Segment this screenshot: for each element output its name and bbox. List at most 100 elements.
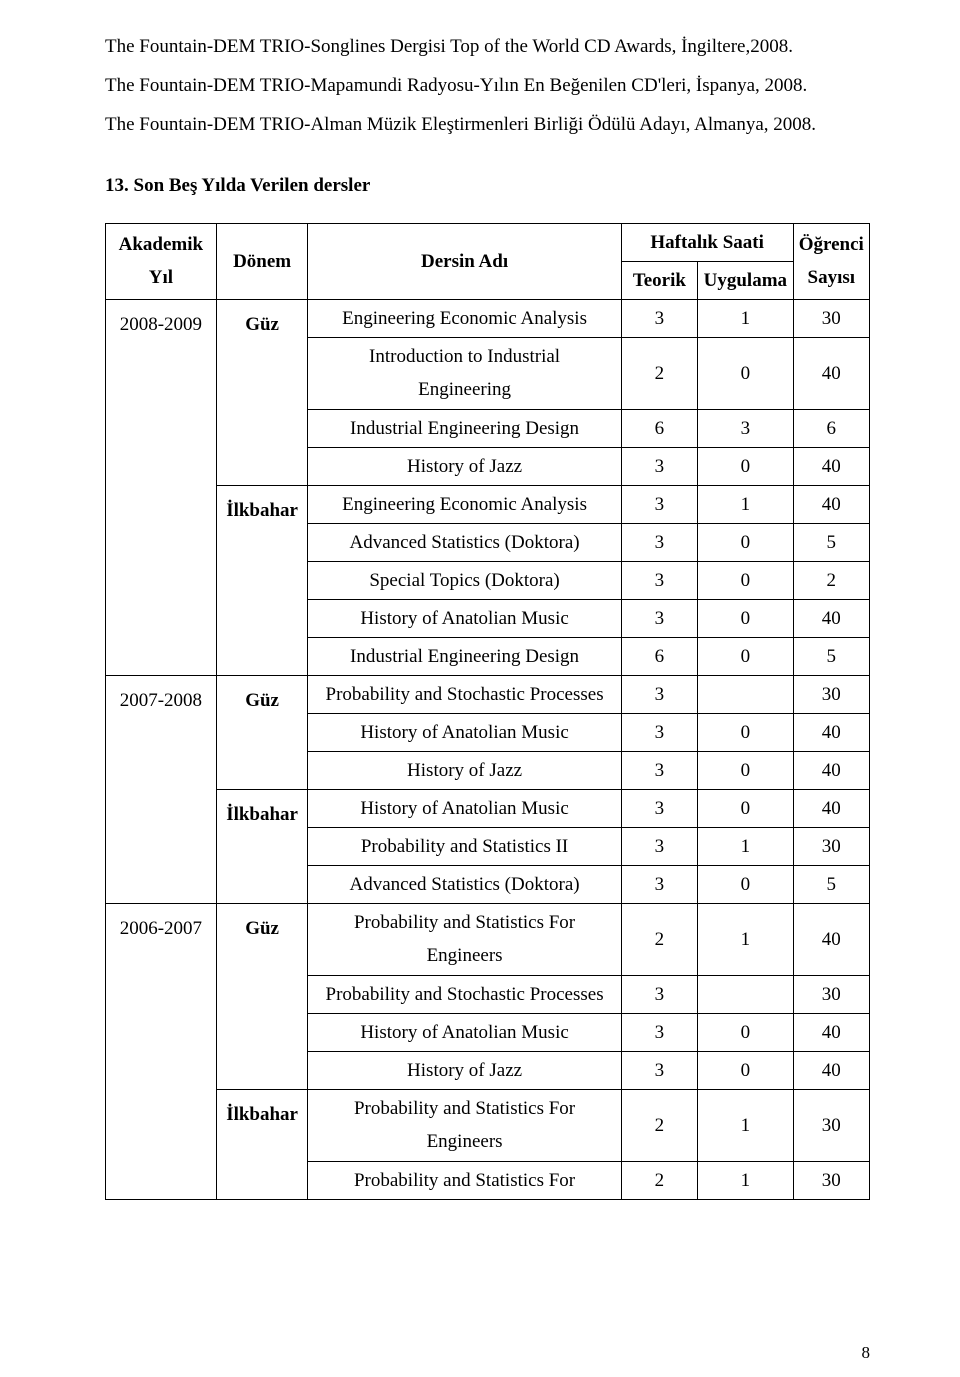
cell-course: Probability and Stochastic Processes bbox=[308, 976, 621, 1014]
section-title: 13. Son Beş Yılda Verilen dersler bbox=[105, 175, 870, 197]
cell-students: 30 bbox=[793, 1161, 869, 1199]
cell-students: 30 bbox=[793, 300, 869, 338]
cell-uygulama: 1 bbox=[698, 828, 794, 866]
cell-term: İlkbahar bbox=[216, 1090, 308, 1200]
header-year: AkademikYıl bbox=[106, 224, 217, 300]
cell-teorik: 3 bbox=[621, 562, 697, 600]
courses-table: AkademikYıl Dönem Dersin Adı Haftalık Sa… bbox=[105, 223, 870, 1200]
cell-teorik: 3 bbox=[621, 714, 697, 752]
cell-teorik: 3 bbox=[621, 676, 697, 714]
cell-uygulama: 0 bbox=[698, 1052, 794, 1090]
cell-teorik: 3 bbox=[621, 524, 697, 562]
cell-term: İlkbahar bbox=[216, 485, 308, 675]
cell-students: 40 bbox=[793, 1014, 869, 1052]
header-course: Dersin Adı bbox=[308, 224, 621, 300]
header-uygulama: Uygulama bbox=[698, 262, 794, 300]
page-number: 8 bbox=[862, 1343, 871, 1363]
cell-course: Probability and Statistics ForEngineers bbox=[308, 904, 621, 976]
cell-students: 40 bbox=[793, 904, 869, 976]
cell-course: History of Anatolian Music bbox=[308, 600, 621, 638]
cell-students: 5 bbox=[793, 524, 869, 562]
cell-uygulama bbox=[698, 976, 794, 1014]
cell-course: Introduction to IndustrialEngineering bbox=[308, 338, 621, 410]
cell-term: Güz bbox=[216, 676, 308, 790]
paragraph: The Fountain-DEM TRIO-Songlines Dergisi … bbox=[105, 28, 870, 65]
cell-students: 5 bbox=[793, 638, 869, 676]
table-head: AkademikYıl Dönem Dersin Adı Haftalık Sa… bbox=[106, 224, 870, 300]
header-teorik: Teorik bbox=[621, 262, 697, 300]
cell-year: 2008-2009 bbox=[106, 300, 217, 676]
cell-students: 40 bbox=[793, 485, 869, 523]
cell-students: 40 bbox=[793, 714, 869, 752]
cell-students: 6 bbox=[793, 409, 869, 447]
cell-course: Engineering Economic Analysis bbox=[308, 300, 621, 338]
cell-uygulama: 0 bbox=[698, 562, 794, 600]
cell-teorik: 3 bbox=[621, 300, 697, 338]
cell-teorik: 2 bbox=[621, 904, 697, 976]
cell-course: Advanced Statistics (Doktora) bbox=[308, 866, 621, 904]
cell-uygulama: 0 bbox=[698, 600, 794, 638]
header-term: Dönem bbox=[216, 224, 308, 300]
cell-uygulama: 0 bbox=[698, 714, 794, 752]
cell-teorik: 6 bbox=[621, 409, 697, 447]
cell-course: History of Anatolian Music bbox=[308, 790, 621, 828]
cell-students: 5 bbox=[793, 866, 869, 904]
cell-students: 30 bbox=[793, 676, 869, 714]
cell-teorik: 3 bbox=[621, 866, 697, 904]
cell-uygulama: 0 bbox=[698, 524, 794, 562]
cell-uygulama bbox=[698, 676, 794, 714]
cell-uygulama: 1 bbox=[698, 904, 794, 976]
cell-teorik: 3 bbox=[621, 752, 697, 790]
cell-course: History of Jazz bbox=[308, 1052, 621, 1090]
header-row-1: AkademikYıl Dönem Dersin Adı Haftalık Sa… bbox=[106, 224, 870, 262]
cell-course: Probability and Statistics For bbox=[308, 1161, 621, 1199]
cell-uygulama: 3 bbox=[698, 409, 794, 447]
cell-students: 40 bbox=[793, 600, 869, 638]
cell-term: Güz bbox=[216, 300, 308, 486]
cell-course: Probability and Statistics II bbox=[308, 828, 621, 866]
cell-course: Industrial Engineering Design bbox=[308, 638, 621, 676]
cell-students: 2 bbox=[793, 562, 869, 600]
cell-teorik: 6 bbox=[621, 638, 697, 676]
table-row: İlkbaharEngineering Economic Analysis314… bbox=[106, 485, 870, 523]
cell-students: 30 bbox=[793, 828, 869, 866]
cell-year: 2006-2007 bbox=[106, 904, 217, 1199]
cell-course: History of Jazz bbox=[308, 447, 621, 485]
cell-uygulama: 0 bbox=[698, 638, 794, 676]
cell-uygulama: 0 bbox=[698, 752, 794, 790]
cell-teorik: 3 bbox=[621, 447, 697, 485]
cell-students: 40 bbox=[793, 752, 869, 790]
cell-course: History of Anatolian Music bbox=[308, 714, 621, 752]
cell-teorik: 2 bbox=[621, 1161, 697, 1199]
paragraph: The Fountain-DEM TRIO-Mapamundi Radyosu-… bbox=[105, 67, 870, 104]
cell-uygulama: 0 bbox=[698, 338, 794, 410]
cell-students: 40 bbox=[793, 1052, 869, 1090]
table-row: İlkbaharHistory of Anatolian Music3040 bbox=[106, 790, 870, 828]
paragraph: The Fountain-DEM TRIO-Alman Müzik Eleşti… bbox=[105, 106, 870, 143]
cell-teorik: 3 bbox=[621, 1052, 697, 1090]
table-row: İlkbaharProbability and Statistics ForEn… bbox=[106, 1090, 870, 1162]
cell-course: Advanced Statistics (Doktora) bbox=[308, 524, 621, 562]
header-weekly: Haftalık Saati bbox=[621, 224, 793, 262]
cell-uygulama: 0 bbox=[698, 866, 794, 904]
table-body: 2008-2009GüzEngineering Economic Analysi… bbox=[106, 300, 870, 1200]
table-row: 2006-2007GüzProbability and Statistics F… bbox=[106, 904, 870, 976]
cell-uygulama: 0 bbox=[698, 790, 794, 828]
cell-teorik: 3 bbox=[621, 600, 697, 638]
cell-term: İlkbahar bbox=[216, 790, 308, 904]
cell-students: 40 bbox=[793, 338, 869, 410]
cell-course: Probability and Statistics ForEngineers bbox=[308, 1090, 621, 1162]
cell-course: History of Anatolian Music bbox=[308, 1014, 621, 1052]
page-root: The Fountain-DEM TRIO-Songlines Dergisi … bbox=[0, 0, 960, 1377]
cell-year: 2007-2008 bbox=[106, 676, 217, 904]
cell-teorik: 3 bbox=[621, 485, 697, 523]
cell-teorik: 3 bbox=[621, 976, 697, 1014]
cell-teorik: 3 bbox=[621, 1014, 697, 1052]
cell-uygulama: 0 bbox=[698, 447, 794, 485]
cell-course: Probability and Stochastic Processes bbox=[308, 676, 621, 714]
table-row: 2008-2009GüzEngineering Economic Analysi… bbox=[106, 300, 870, 338]
table-row: 2007-2008GüzProbability and Stochastic P… bbox=[106, 676, 870, 714]
cell-teorik: 3 bbox=[621, 790, 697, 828]
cell-uygulama: 1 bbox=[698, 300, 794, 338]
cell-teorik: 3 bbox=[621, 828, 697, 866]
